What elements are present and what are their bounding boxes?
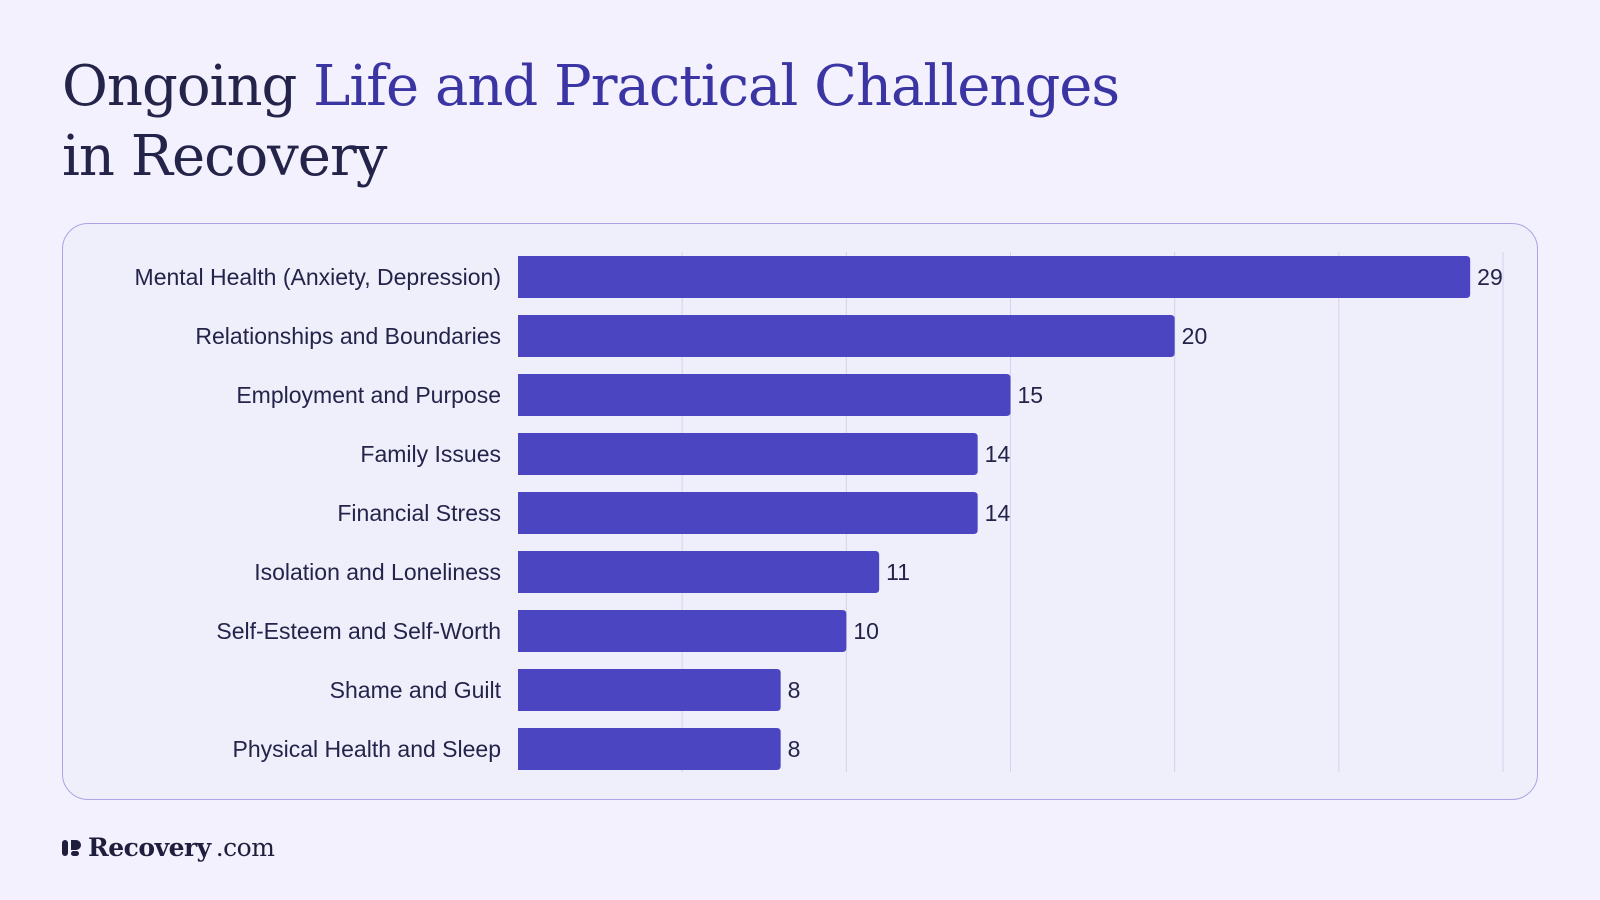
bar [518, 492, 978, 534]
bar [518, 433, 978, 475]
title-accent: Life and Practical Challenges [313, 54, 1120, 119]
bar [518, 669, 781, 711]
category-label: Self-Esteem and Self-Worth [216, 618, 501, 644]
data-label: 14 [985, 500, 1011, 526]
category-label: Family Issues [360, 441, 501, 467]
category-label: Employment and Purpose [236, 382, 501, 408]
category-label: Financial Stress [337, 500, 501, 526]
bar [518, 728, 781, 770]
data-label: 14 [985, 441, 1011, 467]
category-label: Isolation and Loneliness [254, 559, 501, 585]
title-prefix: Ongoing [62, 54, 314, 119]
chart-title-line-2: in Recovery [62, 124, 387, 189]
bar-chart: Mental Health (Anxiety, Depression) 29 Rel… [135, 252, 1504, 772]
bar [518, 374, 1011, 416]
chart-title: Ongoing Life and Practical Challenges in… [62, 52, 1120, 192]
brand-name: Recovery [88, 833, 211, 862]
brand-tld: .com [215, 833, 275, 862]
chart-card: Mental Health (Anxiety, Depression) 29 Rel… [62, 223, 1538, 800]
brand-logo: Recovery .com [61, 833, 275, 862]
data-label: 8 [788, 677, 801, 703]
bar [518, 256, 1471, 298]
category-label: Physical Health and Sleep [233, 736, 502, 762]
data-label: 11 [886, 559, 910, 585]
category-label: Relationships and Boundaries [195, 323, 501, 349]
data-label: 29 [1477, 264, 1503, 290]
bar [518, 551, 880, 593]
category-label: Shame and Guilt [330, 677, 502, 703]
data-label: 8 [788, 736, 801, 762]
data-label: 10 [853, 618, 879, 644]
bar [518, 610, 847, 652]
bar [518, 315, 1175, 357]
chart-title-line-1: Ongoing Life and Practical Challenges [62, 52, 1120, 122]
recovery-logo-icon [62, 839, 81, 856]
data-label: 20 [1182, 323, 1208, 349]
data-label: 15 [1018, 382, 1044, 408]
category-label: Mental Health (Anxiety, Depression) [135, 264, 501, 290]
